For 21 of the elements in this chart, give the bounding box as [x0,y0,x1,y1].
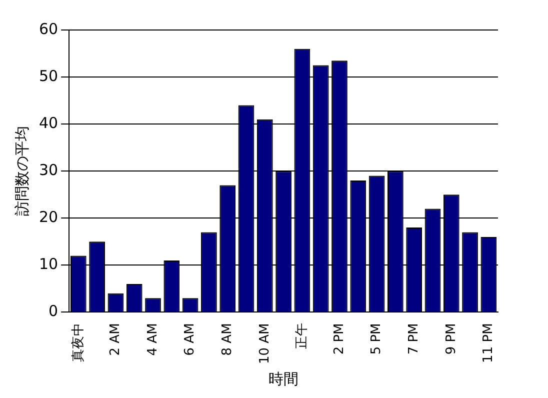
x-tick-label: 8 AM [220,323,235,356]
y-tick-label: 50 [38,66,58,85]
y-tick-label: 0 [48,302,58,320]
y-tick-label: 40 [38,114,58,132]
x-tick-label: 7 PM [406,323,422,355]
y-tick-label: 20 [38,208,58,226]
y-tick-label: 30 [38,161,58,179]
x-tick-label: 11 PM [481,323,496,363]
x-tick-label: 2 AM [108,323,124,356]
x-tick-label: 6 AM [182,323,198,356]
y-axis-title: 訪問数の平均 [12,126,31,216]
x-axis-title: 時間 [268,370,299,388]
y-tick-label: 60 [38,20,58,38]
x-tick-label: 2 PM [332,323,347,355]
y-tick-label: 10 [38,255,58,274]
x-tick-label: 真夜中 [70,323,86,362]
x-tick-label: 10 AM [257,323,272,364]
x-tick-label: 4 AM [145,323,160,356]
x-tick-label: 5 PM [369,323,384,355]
x-tick-label: 9 PM [444,323,459,355]
x-tick-label: 正午 [294,323,310,350]
